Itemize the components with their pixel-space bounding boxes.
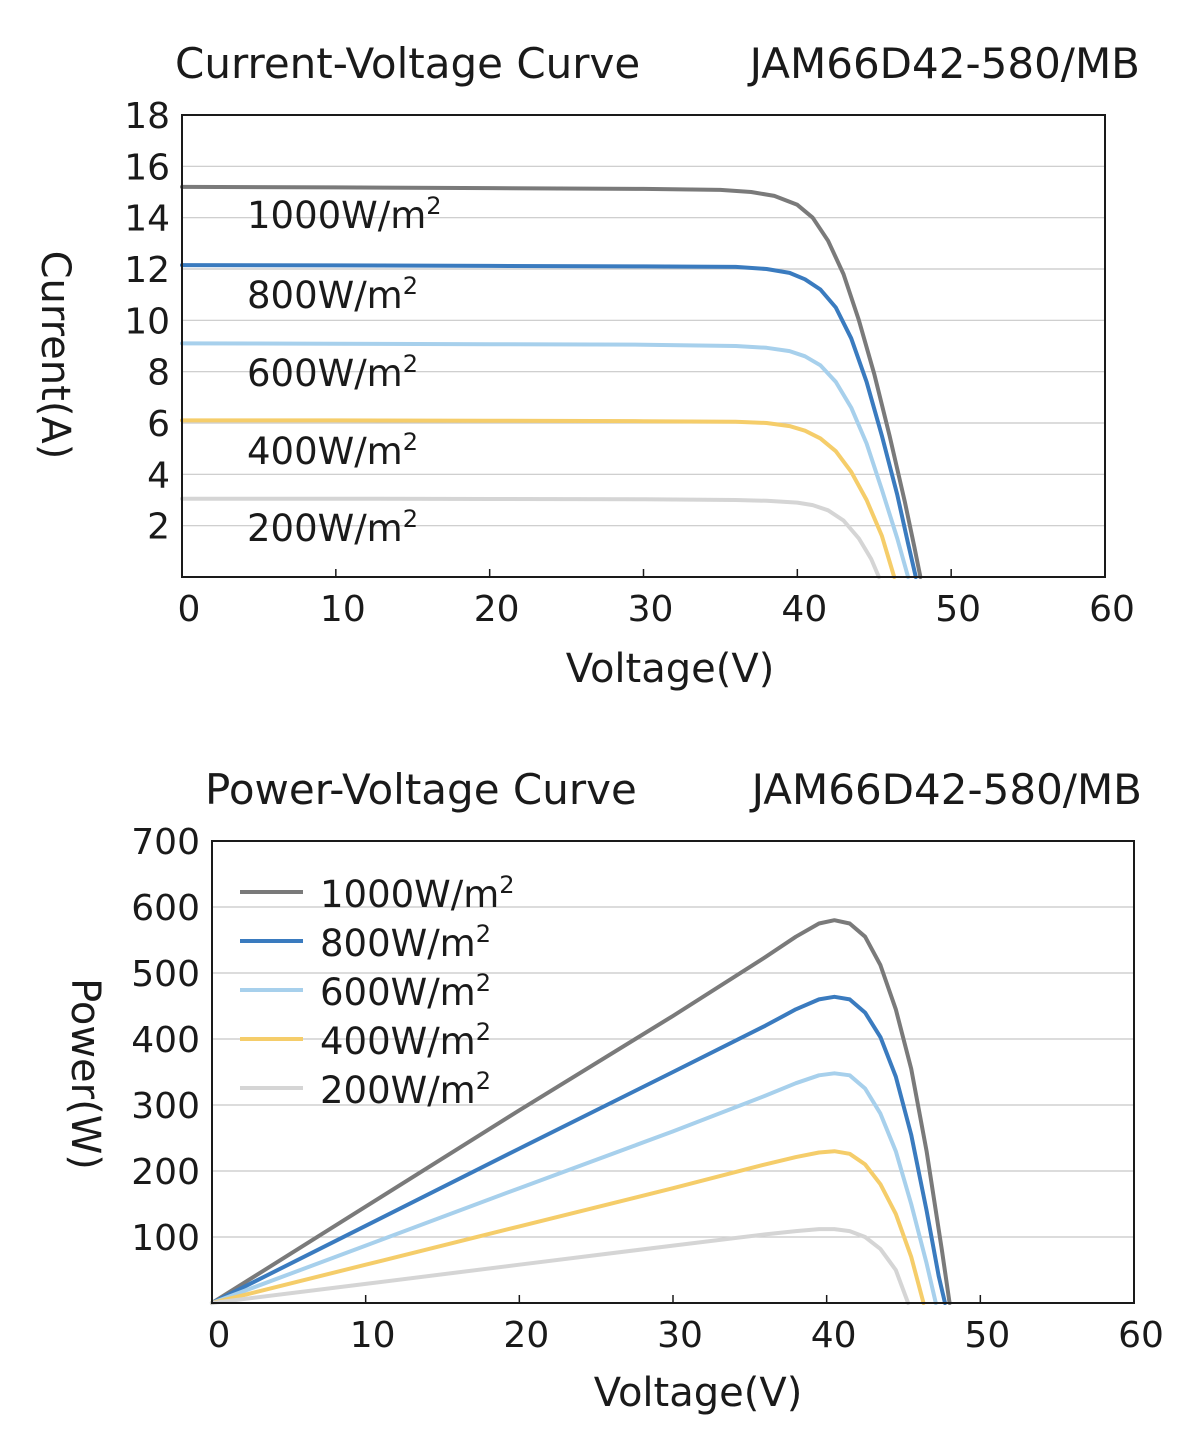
iv-x-tick-label: 60 bbox=[1089, 589, 1135, 630]
iv-series-label: 800W/m2 bbox=[247, 272, 418, 317]
iv-y-tick-label: 4 bbox=[147, 455, 170, 496]
iv-series-label-sup: 2 bbox=[403, 428, 418, 456]
pv-legend-series-label-text: 600W/m bbox=[320, 971, 476, 1014]
pv-legend-series-label: 800W/m2 bbox=[320, 920, 491, 965]
iv-y-tick-label: 18 bbox=[124, 96, 170, 137]
pv-series-line bbox=[210, 994, 947, 1305]
iv-series-label-text: 600W/m bbox=[247, 352, 403, 395]
iv-x-tick-label: 30 bbox=[628, 589, 674, 630]
pv-x-tick-label: 10 bbox=[350, 1315, 396, 1356]
iv-series-label-text: 400W/m bbox=[247, 430, 403, 473]
pv-series-line bbox=[210, 1071, 938, 1305]
pv-x-tick-label: 60 bbox=[1118, 1315, 1164, 1356]
pv-y-tick-label: 400 bbox=[131, 1020, 200, 1061]
pv-legend-series-label-sup: 2 bbox=[499, 871, 514, 899]
pv-series-line bbox=[210, 1227, 911, 1305]
pv-y-tick-label: 300 bbox=[131, 1086, 200, 1127]
iv-series-label-sup: 2 bbox=[426, 192, 441, 220]
iv-series bbox=[180, 184, 923, 579]
iv-series-line bbox=[180, 341, 911, 579]
pv-x-axis-label: Voltage(V) bbox=[594, 1370, 803, 1416]
pv-y-tick-label: 200 bbox=[131, 1152, 200, 1193]
iv-y-tick-label: 8 bbox=[147, 353, 170, 394]
iv-x-tick-label: 50 bbox=[935, 589, 981, 630]
pv-y-ticks: 100 200 300 400 500 600 700 bbox=[131, 822, 200, 1259]
iv-x-tick-label: 10 bbox=[320, 589, 366, 630]
iv-series-line bbox=[180, 184, 923, 579]
pv-chart-title: Power-Voltage Curve bbox=[205, 765, 637, 814]
pv-x-tick-label: 50 bbox=[964, 1315, 1010, 1356]
pv-x-tick-label: 0 bbox=[208, 1315, 231, 1356]
pv-y-tick-label: 100 bbox=[131, 1218, 200, 1259]
pv-y-axis-label: Power(W) bbox=[62, 978, 108, 1170]
iv-series-line bbox=[180, 418, 897, 579]
pv-gridlines bbox=[212, 906, 1134, 1238]
iv-series-label: 1000W/m2 bbox=[247, 192, 442, 237]
iv-y-tick-label: 14 bbox=[124, 199, 170, 240]
iv-series-label: 600W/m2 bbox=[247, 350, 418, 395]
pv-chart-model: JAM66D42-580/MB bbox=[749, 765, 1142, 814]
pv-legend-series-label: 400W/m2 bbox=[320, 1018, 491, 1063]
pv-legend-series-label-sup: 2 bbox=[476, 969, 491, 997]
iv-series-label-sup: 2 bbox=[403, 272, 418, 300]
iv-y-tick-label: 10 bbox=[124, 301, 170, 342]
iv-x-ticks: 0 10 20 30 40 50 60 bbox=[178, 569, 1135, 630]
iv-y-tick-label: 16 bbox=[124, 147, 170, 188]
pv-legend-series-label-text: 200W/m bbox=[320, 1069, 476, 1112]
iv-series-label-text: 1000W/m bbox=[247, 194, 426, 237]
pv-y-tick-label: 500 bbox=[131, 954, 200, 995]
iv-y-axis-label: Current(A) bbox=[32, 251, 78, 460]
pv-series-line bbox=[210, 918, 952, 1305]
iv-series-label: 200W/m2 bbox=[247, 505, 418, 550]
iv-x-tick-label: 40 bbox=[781, 589, 827, 630]
iv-series-line bbox=[180, 263, 918, 579]
pv-y-tick-label: 700 bbox=[131, 822, 200, 863]
iv-chart-title: Current-Voltage Curve bbox=[175, 39, 640, 88]
pv-legend-series-label: 600W/m2 bbox=[320, 969, 491, 1014]
pv-x-tick-label: 20 bbox=[503, 1315, 549, 1356]
pv-legend-series-label-sup: 2 bbox=[476, 1067, 491, 1095]
iv-series-label-text: 200W/m bbox=[247, 507, 403, 550]
pv-plot-frame bbox=[211, 840, 1135, 1304]
iv-series-line bbox=[180, 496, 881, 579]
pv-legend-series-label: 1000W/m2 bbox=[320, 871, 515, 916]
iv-x-tick-label: 20 bbox=[474, 589, 520, 630]
iv-chart: Current-Voltage Curve JAM66D42-580/MB 24… bbox=[32, 39, 1140, 692]
iv-x-axis-label: Voltage(V) bbox=[566, 646, 775, 692]
pv-legend-series-label-text: 1000W/m bbox=[320, 873, 499, 916]
iv-series-label: 400W/m2 bbox=[247, 428, 418, 473]
pv-x-tick-label: 40 bbox=[811, 1315, 857, 1356]
pv-y-tick-label: 600 bbox=[131, 888, 200, 929]
iv-y-tick-label: 2 bbox=[147, 507, 170, 548]
pv-series bbox=[210, 918, 952, 1305]
iv-x-tick-label: 0 bbox=[178, 589, 201, 630]
iv-plot-frame bbox=[181, 114, 1106, 578]
pv-x-ticks: 0 10 20 30 40 50 60 bbox=[208, 1295, 1164, 1356]
iv-series-label-text: 800W/m bbox=[247, 274, 403, 317]
pv-x-tick-label: 30 bbox=[657, 1315, 703, 1356]
iv-series-label-sup: 2 bbox=[403, 350, 418, 378]
pv-legend-series-label-sup: 2 bbox=[476, 1018, 491, 1046]
iv-y-tick-label: 6 bbox=[147, 404, 170, 445]
pv-series-line bbox=[210, 1149, 926, 1305]
pv-legend-series-label: 200W/m2 bbox=[320, 1067, 491, 1112]
iv-chart-model: JAM66D42-580/MB bbox=[747, 39, 1140, 88]
pv-chart: Power-Voltage Curve JAM66D42-580/MB 1002… bbox=[62, 765, 1164, 1416]
iv-y-tick-label: 12 bbox=[124, 250, 170, 291]
pv-legend-series-label-text: 400W/m bbox=[320, 1020, 476, 1063]
iv-y-ticks: 2 4 6 8 10 12 14 16 18 bbox=[124, 96, 170, 548]
pv-legend-series-label-sup: 2 bbox=[476, 920, 491, 948]
iv-series-label-sup: 2 bbox=[403, 505, 418, 533]
pv-legend-series-label-text: 800W/m bbox=[320, 922, 476, 965]
